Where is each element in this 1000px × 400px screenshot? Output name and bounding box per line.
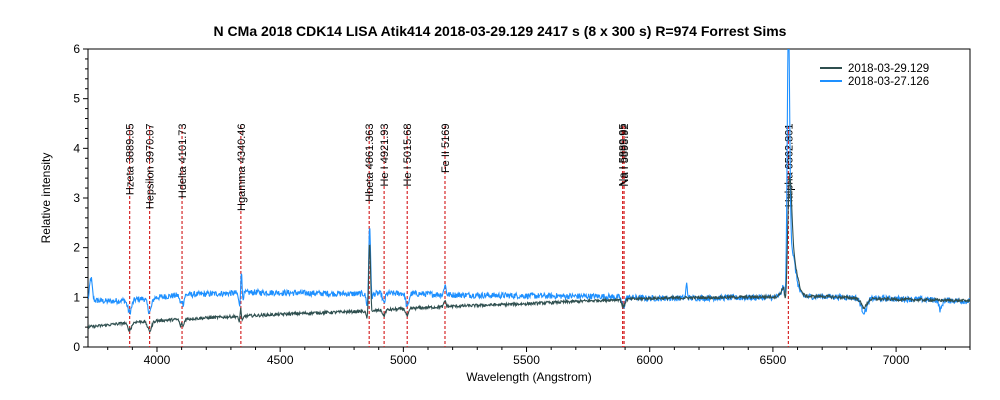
x-axis-label: Wavelength (Angstrom) <box>466 370 592 384</box>
y-tick-label: 4 <box>73 141 80 155</box>
x-axis: 4000 4500 5000 5500 6000 6500 7000 <box>107 347 971 367</box>
x-tick-label: 4000 <box>144 353 171 367</box>
x-tick-label: 6000 <box>636 353 663 367</box>
line-marker-label: Fe II 5169 <box>440 124 452 174</box>
line-marker-label: Na I 5895.92 <box>619 124 631 187</box>
line-marker-label: Hzeta 3889.05 <box>125 124 137 196</box>
y-tick-label: 5 <box>73 92 80 106</box>
line-marker-label: Hepsilon 3970.07 <box>145 124 157 210</box>
x-tick-label: 4500 <box>267 353 294 367</box>
legend-entry: 2018-03-27.126 <box>848 76 929 88</box>
line-marker-label: Hgamma 4340.46 <box>236 124 248 211</box>
line-marker-label: Hbeta 4861.363 <box>364 124 376 202</box>
x-tick-label: 5000 <box>390 353 417 367</box>
y-tick-label: 0 <box>73 340 80 354</box>
line-marker-label: Hdelta 4101.73 <box>177 124 189 199</box>
y-tick-label: 3 <box>73 191 80 205</box>
y-axis-label: Relative intensity <box>39 153 53 244</box>
line-markers: Hzeta 3889.05 Hepsilon 3970.07 Hdelta 4101… <box>125 124 795 347</box>
chart-title: N CMa 2018 CDK14 LISA Atik414 2018-03-29… <box>214 23 787 39</box>
series-line-1 <box>88 177 970 333</box>
series-layer <box>88 49 970 333</box>
y-axis: 0 1 2 3 4 5 6 <box>73 42 88 354</box>
line-marker-label: Na I 5889.95 <box>618 124 630 187</box>
line-marker-label: He I 5015.68 <box>402 124 414 187</box>
y-tick-label: 1 <box>73 290 80 304</box>
y-tick-label: 2 <box>73 241 80 255</box>
line-marker-label: He I 4921.93 <box>379 124 391 187</box>
x-tick-label: 6500 <box>760 353 787 367</box>
y-tick-label: 6 <box>73 42 80 56</box>
legend-entry: 2018-03-29.129 <box>848 63 929 75</box>
x-tick-label: 7000 <box>883 353 910 367</box>
x-tick-label: 5500 <box>513 353 540 367</box>
